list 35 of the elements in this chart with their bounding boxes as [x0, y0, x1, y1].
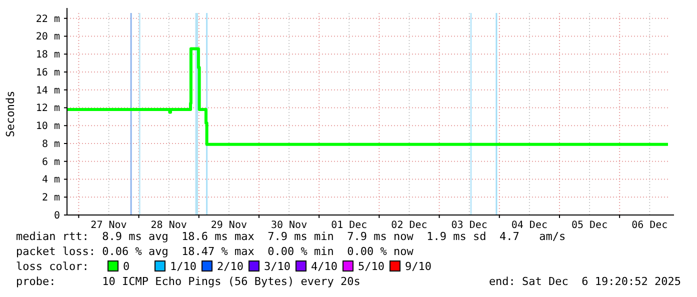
- y-tick-label: 16 m: [36, 67, 60, 78]
- x-tick-label: 02 Dec: [391, 220, 428, 231]
- y-tick-label: 20 m: [36, 32, 60, 43]
- text: 2/10: [217, 260, 244, 273]
- text: probe: 10 ICMP Echo Pings (56 Bytes) every 20s: [16, 275, 360, 288]
- text: 4/10: [311, 260, 338, 273]
- text: loss color:: [16, 260, 89, 273]
- text: 3/10: [264, 260, 290, 273]
- x-tick-label: 27 Nov: [90, 220, 127, 231]
- y-tick-label: 0: [54, 210, 60, 222]
- y-axis-title: Seconds: [4, 90, 17, 138]
- x-tick-label: 28 Nov: [150, 220, 187, 231]
- text: median rtt: 8.9 ms avg 18.6 ms max 7.9 ms min 7.9 ms now 1.9 ms sd 4.7 am/s: [16, 230, 566, 243]
- text: 1/10: [170, 260, 196, 273]
- x-tick-label: 05 Dec: [571, 220, 608, 231]
- y-tick-label: 22 m: [36, 14, 60, 25]
- text: 9/10: [405, 260, 432, 273]
- y-tick-label: 14 m: [36, 85, 60, 96]
- y-tick-label: 4 m: [42, 174, 60, 186]
- y-tick-label: 12 m: [36, 103, 60, 114]
- y-tick-label: 18 m: [36, 50, 60, 61]
- x-tick-label: 29 Nov: [210, 220, 247, 231]
- y-tick-label: 10 m: [36, 121, 60, 132]
- text: packet loss: 0.06 % avg 18.47 % max 0.00 % min 0.00 % now: [16, 245, 414, 258]
- text: 0: [123, 260, 130, 273]
- y-tick-label: 6 m: [42, 156, 60, 168]
- y-tick-label: 8 m: [42, 138, 60, 150]
- x-tick-label: 01 Dec: [331, 220, 368, 231]
- text: end: Sat Dec 6 19:20:52 2025: [488, 275, 681, 288]
- x-tick-label: 06 Dec: [632, 220, 668, 231]
- text: 5/10: [358, 260, 384, 273]
- x-tick-label: 03 Dec: [451, 220, 488, 231]
- x-tick-label: 30 Nov: [270, 220, 308, 231]
- y-tick-label: 2 m: [42, 192, 60, 204]
- x-tick-label: 04 Dec: [511, 220, 548, 231]
